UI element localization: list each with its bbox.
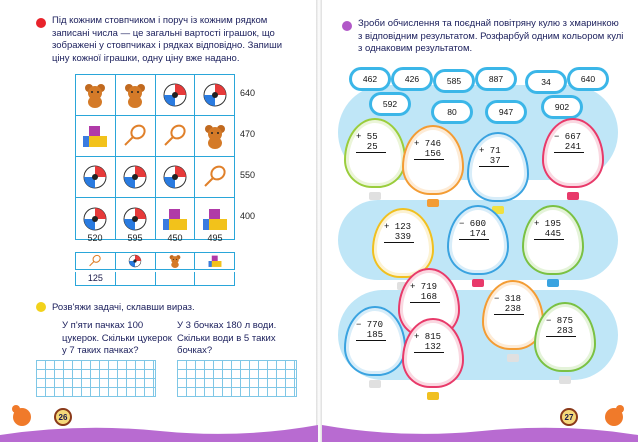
column-calculation: − 318 238 (494, 294, 524, 315)
problem-a: У п'яти пачках 100 цукерок. Скільки цуке… (62, 320, 172, 356)
cloud-answer[interactable]: 426 (394, 70, 430, 88)
bear-icon (195, 116, 234, 156)
toy-grid (75, 74, 235, 240)
left-page: Під кожним стовпчиком і поруч із кожним … (0, 0, 318, 442)
balloon-basket (559, 376, 571, 384)
racket-icon (195, 157, 234, 197)
balloon-basket (492, 206, 504, 214)
task-bullet (36, 302, 46, 312)
bear-icon (156, 253, 196, 269)
column-calculation: − 667 241 (554, 132, 584, 153)
column-calculation: + 746 156 (414, 139, 444, 160)
book-spine (316, 0, 322, 442)
cloud-answer[interactable]: 585 (436, 72, 472, 90)
task1-text: Під кожним стовпчиком і поруч із кожним … (52, 15, 283, 64)
row-sum: 640 (240, 88, 256, 98)
hot-air-balloon[interactable]: + 71 37 (467, 132, 529, 214)
toy-row (76, 198, 234, 239)
balloon-basket (369, 380, 381, 388)
page-number: 27 (560, 408, 578, 426)
cloud-answer[interactable]: 80 (434, 103, 470, 121)
right-page: Зроби обчислення та поєднай повітряну ку… (322, 0, 638, 442)
toy-row (76, 75, 234, 116)
task-bullet (342, 21, 352, 31)
ball-icon (116, 253, 156, 269)
cloud-answer[interactable]: 947 (488, 103, 524, 121)
ball-icon (195, 75, 234, 115)
balloon-basket (547, 279, 559, 287)
problem-b: У 3 бочках 180 л води. Скільки води в 5 … (177, 320, 277, 356)
answer-grid-b[interactable] (177, 360, 297, 397)
balloon-basket (507, 354, 519, 362)
hot-air-balloon[interactable]: − 318 238 (482, 280, 544, 362)
blocks-icon (156, 198, 196, 239)
hot-air-balloon[interactable]: − 667 241 (542, 118, 604, 200)
blocks-icon (76, 116, 116, 156)
ball-icon (116, 198, 156, 239)
hot-air-balloon[interactable]: − 875 283 (534, 302, 596, 384)
row-sum: 400 (240, 211, 256, 221)
cloud-answer[interactable]: 902 (544, 98, 580, 116)
hot-air-balloon[interactable]: + 195 445 (522, 205, 584, 287)
bottom-decoration (322, 405, 638, 442)
toy-row (76, 116, 234, 157)
row-sum: 470 (240, 129, 256, 139)
toy-row (76, 157, 234, 198)
price-input[interactable] (156, 272, 196, 285)
column-calculation: + 815 132 (414, 332, 444, 353)
balloon-basket (472, 279, 484, 287)
balloon-basket (369, 192, 381, 200)
bottom-decoration (0, 405, 318, 442)
column-calculation: − 600 174 (459, 219, 489, 240)
price-inputs[interactable]: 125 (75, 272, 235, 286)
col-sum: 495 (207, 233, 223, 243)
col-sum: 450 (167, 233, 183, 243)
ball-icon (116, 157, 156, 197)
hot-air-balloon[interactable]: + 815 132 (402, 318, 464, 400)
balloon-basket (567, 192, 579, 200)
bear-icon (76, 75, 116, 115)
given-price: 125 (76, 272, 116, 285)
column-calculation: − 770 185 (356, 320, 386, 341)
racket-icon (116, 116, 156, 156)
column-calculation: + 719 168 (410, 282, 440, 303)
blocks-icon (195, 253, 234, 269)
ball-icon (156, 75, 196, 115)
column-calculation: + 71 37 (479, 146, 509, 167)
blocks-icon (195, 198, 234, 239)
col-sum: 520 (87, 233, 103, 243)
ball-icon (76, 157, 116, 197)
racket-icon (76, 253, 116, 269)
price-input[interactable] (116, 272, 156, 285)
cloud-answer[interactable]: 34 (528, 73, 564, 91)
ball-icon (156, 157, 196, 197)
price-input[interactable] (195, 272, 234, 285)
column-calculation: + 123 339 (384, 222, 414, 243)
hot-air-balloon[interactable]: − 600 174 (447, 205, 509, 287)
cloud-answer[interactable]: 640 (570, 70, 606, 88)
cloud-answer[interactable]: 887 (478, 70, 514, 88)
ball-icon (76, 198, 116, 239)
row-sum: 550 (240, 170, 256, 180)
hot-air-balloon[interactable]: + 746 156 (402, 125, 464, 207)
hot-air-balloon[interactable]: + 123 339 (372, 208, 434, 290)
column-calculation: + 195 445 (534, 219, 564, 240)
column-calculation: − 875 283 (546, 316, 576, 337)
col-sum: 595 (127, 233, 143, 243)
answer-grid-a[interactable] (36, 360, 156, 397)
task-text: Зроби обчислення та поєднай повітряну ку… (358, 18, 624, 54)
balloon-basket (427, 199, 439, 207)
price-answer-row[interactable] (75, 252, 235, 270)
racket-icon (156, 116, 196, 156)
bear-icon (116, 75, 156, 115)
task2-title: Розв'яжи задачі, склавши вираз. (52, 302, 195, 313)
balloon-basket (427, 392, 439, 400)
column-calculation: + 55 25 (356, 132, 386, 153)
task-bullet (36, 18, 46, 28)
cloud-answer[interactable]: 592 (372, 95, 408, 113)
cloud-answer[interactable]: 462 (352, 70, 388, 88)
page-number: 26 (54, 408, 72, 426)
